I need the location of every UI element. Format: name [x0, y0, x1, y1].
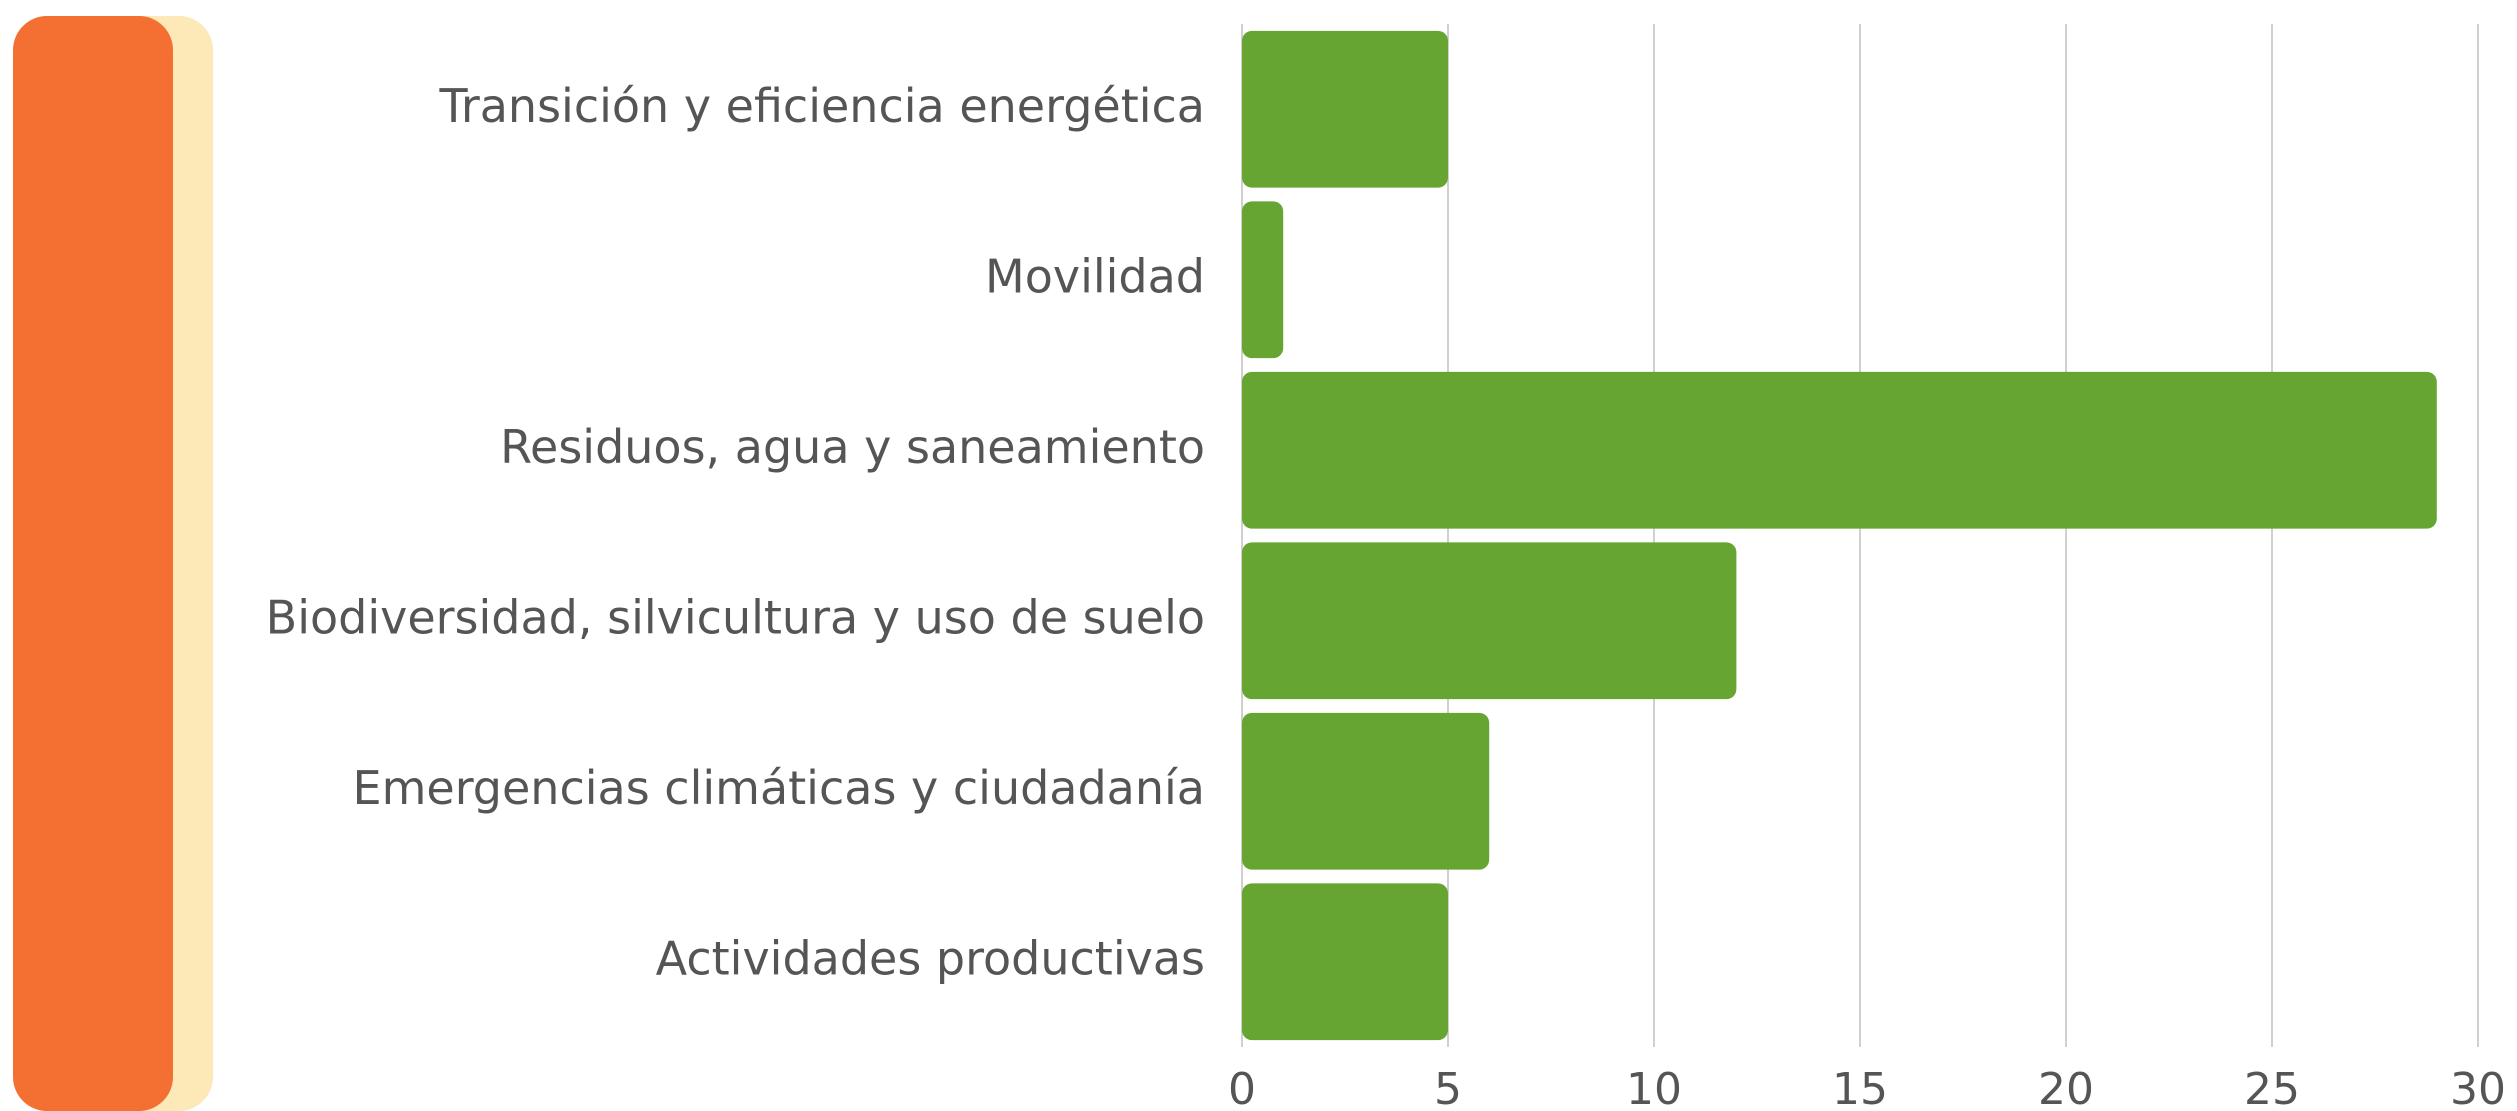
y-tick-label: Transición y eficiencia energética [438, 79, 1205, 133]
bar [1242, 542, 1737, 700]
bar [1242, 712, 1490, 870]
x-tick-label: 10 [1626, 1064, 1682, 1111]
x-tick-label: 25 [2244, 1064, 2300, 1111]
bar [1242, 201, 1284, 359]
decor-front [13, 16, 173, 1111]
x-tick-label: 30 [2450, 1064, 2506, 1111]
x-tick-label: 5 [1434, 1064, 1462, 1111]
y-tick-label: Movilidad [985, 249, 1205, 303]
y-tick-label: Residuos, agua y saneamiento [500, 420, 1205, 474]
bar [1242, 883, 1448, 1041]
bar [1242, 371, 2437, 529]
grid [1241, 24, 2479, 1047]
labels: 0 5 10 15 20 25 30 Transición y eficiencia ener… [266, 79, 2506, 1111]
y-tick-label: Emergencias climáticas y ciudadanía [353, 761, 1205, 815]
y-tick-label: Biodiversidad, silvicultura y uso de sue… [266, 590, 1205, 644]
x-tick-label: 0 [1228, 1064, 1256, 1111]
y-tick-label: Actividades productivas [656, 931, 1205, 985]
x-tick-label: 20 [2038, 1064, 2094, 1111]
x-tick-label: 15 [1832, 1064, 1888, 1111]
bar [1242, 30, 1448, 188]
bars [1242, 30, 2437, 1041]
